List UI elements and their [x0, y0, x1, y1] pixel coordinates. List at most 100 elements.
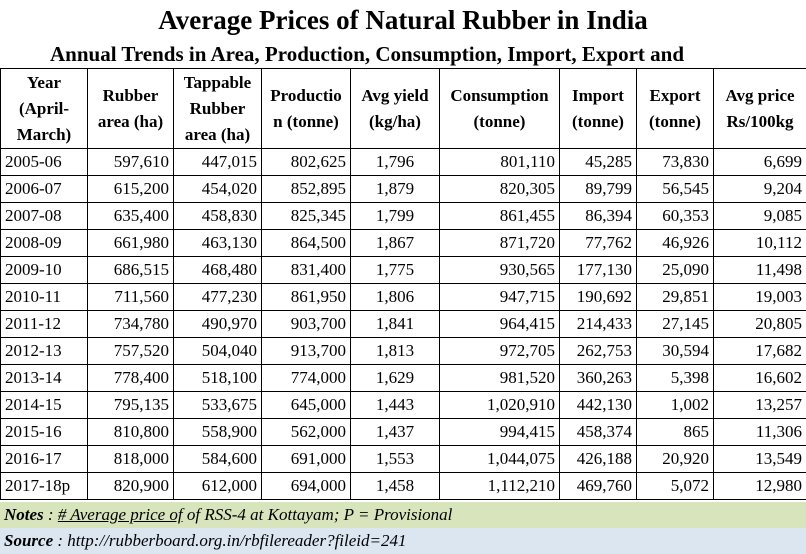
cell-consumption[interactable]: 871,720 [439, 229, 560, 257]
cell-import[interactable]: 190,692 [559, 283, 637, 311]
cell-production[interactable]: 694,000 [261, 472, 351, 500]
cell-export[interactable]: 27,145 [636, 310, 714, 338]
cell-production[interactable]: 691,000 [261, 445, 351, 473]
column-header-consumption[interactable]: Consumption (tonne) [439, 68, 560, 149]
cell-tappable-area[interactable]: 504,040 [173, 337, 262, 365]
cell-production[interactable]: 903,700 [261, 310, 351, 338]
cell-rubber-area[interactable]: 818,000 [87, 445, 174, 473]
cell-avg-yield[interactable]: 1,553 [350, 445, 440, 473]
cell-consumption[interactable]: 981,520 [439, 364, 560, 392]
cell-avg-yield[interactable]: 1,437 [350, 418, 440, 446]
cell-export[interactable]: 25,090 [636, 256, 714, 284]
cell-avg-price[interactable]: 11,306 [713, 418, 806, 446]
cell-tappable-area[interactable]: 463,130 [173, 229, 262, 257]
cell-production[interactable]: 831,400 [261, 256, 351, 284]
cell-import[interactable]: 442,130 [559, 391, 637, 419]
cell-year[interactable]: 2008-09 [0, 229, 88, 257]
cell-import[interactable]: 77,762 [559, 229, 637, 257]
cell-avg-yield[interactable]: 1,879 [350, 175, 440, 203]
cell-avg-price[interactable]: 13,549 [713, 445, 806, 473]
cell-import[interactable]: 177,130 [559, 256, 637, 284]
cell-tappable-area[interactable]: 558,900 [173, 418, 262, 446]
cell-avg-yield[interactable]: 1,443 [350, 391, 440, 419]
cell-import[interactable]: 458,374 [559, 418, 637, 446]
cell-year[interactable]: 2010-11 [0, 283, 88, 311]
cell-year[interactable]: 2005-06 [0, 148, 88, 176]
source-bar[interactable]: Source : http://rubberboard.org.in/rbfil… [0, 528, 806, 554]
cell-year[interactable]: 2006-07 [0, 175, 88, 203]
cell-tappable-area[interactable]: 584,600 [173, 445, 262, 473]
cell-export[interactable]: 5,072 [636, 472, 714, 500]
column-header-import[interactable]: Import (tonne) [559, 68, 637, 149]
cell-consumption[interactable]: 947,715 [439, 283, 560, 311]
cell-production[interactable]: 864,500 [261, 229, 351, 257]
cell-tappable-area[interactable]: 468,480 [173, 256, 262, 284]
cell-rubber-area[interactable]: 795,135 [87, 391, 174, 419]
cell-production[interactable]: 852,895 [261, 175, 351, 203]
cell-year[interactable]: 2017-18p [0, 472, 88, 500]
cell-consumption[interactable]: 930,565 [439, 256, 560, 284]
cell-tappable-area[interactable]: 458,830 [173, 202, 262, 230]
cell-tappable-area[interactable]: 477,230 [173, 283, 262, 311]
cell-avg-price[interactable]: 19,003 [713, 283, 806, 311]
column-header-avg-yield[interactable]: Avg yield (kg/ha) [350, 68, 440, 149]
cell-consumption[interactable]: 1,112,210 [439, 472, 560, 500]
cell-import[interactable]: 45,285 [559, 148, 637, 176]
cell-tappable-area[interactable]: 490,970 [173, 310, 262, 338]
cell-year[interactable]: 2013-14 [0, 364, 88, 392]
cell-rubber-area[interactable]: 778,400 [87, 364, 174, 392]
cell-export[interactable]: 73,830 [636, 148, 714, 176]
cell-consumption[interactable]: 820,305 [439, 175, 560, 203]
cell-year[interactable]: 2011-12 [0, 310, 88, 338]
cell-avg-price[interactable]: 9,085 [713, 202, 806, 230]
cell-import[interactable]: 89,799 [559, 175, 637, 203]
cell-avg-yield[interactable]: 1,806 [350, 283, 440, 311]
cell-production[interactable]: 562,000 [261, 418, 351, 446]
cell-rubber-area[interactable]: 820,900 [87, 472, 174, 500]
cell-tappable-area[interactable]: 612,000 [173, 472, 262, 500]
cell-export[interactable]: 60,353 [636, 202, 714, 230]
cell-rubber-area[interactable]: 810,800 [87, 418, 174, 446]
cell-export[interactable]: 1,002 [636, 391, 714, 419]
cell-avg-yield[interactable]: 1,458 [350, 472, 440, 500]
cell-avg-price[interactable]: 6,699 [713, 148, 806, 176]
cell-avg-price[interactable]: 9,204 [713, 175, 806, 203]
cell-rubber-area[interactable]: 686,515 [87, 256, 174, 284]
cell-production[interactable]: 913,700 [261, 337, 351, 365]
cell-avg-yield[interactable]: 1,799 [350, 202, 440, 230]
cell-year[interactable]: 2014-15 [0, 391, 88, 419]
cell-consumption[interactable]: 1,044,075 [439, 445, 560, 473]
cell-tappable-area[interactable]: 447,015 [173, 148, 262, 176]
cell-rubber-area[interactable]: 757,520 [87, 337, 174, 365]
cell-rubber-area[interactable]: 661,980 [87, 229, 174, 257]
cell-export[interactable]: 46,926 [636, 229, 714, 257]
column-header-avg-price[interactable]: Avg price Rs/100kg [713, 68, 806, 149]
cell-export[interactable]: 865 [636, 418, 714, 446]
cell-export[interactable]: 5,398 [636, 364, 714, 392]
cell-avg-price[interactable]: 16,602 [713, 364, 806, 392]
source-link[interactable]: http://rubberboard.org.in/rbfilereader?f… [67, 531, 407, 550]
cell-import[interactable]: 360,263 [559, 364, 637, 392]
cell-avg-yield[interactable]: 1,867 [350, 229, 440, 257]
cell-consumption[interactable]: 994,415 [439, 418, 560, 446]
cell-import[interactable]: 469,760 [559, 472, 637, 500]
cell-consumption[interactable]: 801,110 [439, 148, 560, 176]
cell-avg-price[interactable]: 12,980 [713, 472, 806, 500]
cell-consumption[interactable]: 972,705 [439, 337, 560, 365]
cell-rubber-area[interactable]: 711,560 [87, 283, 174, 311]
cell-avg-price[interactable]: 10,112 [713, 229, 806, 257]
cell-production[interactable]: 825,345 [261, 202, 351, 230]
cell-avg-yield[interactable]: 1,775 [350, 256, 440, 284]
cell-rubber-area[interactable]: 734,780 [87, 310, 174, 338]
cell-avg-price[interactable]: 17,682 [713, 337, 806, 365]
cell-year[interactable]: 2012-13 [0, 337, 88, 365]
cell-rubber-area[interactable]: 635,400 [87, 202, 174, 230]
cell-year[interactable]: 2007-08 [0, 202, 88, 230]
cell-year[interactable]: 2009-10 [0, 256, 88, 284]
cell-year[interactable]: 2015-16 [0, 418, 88, 446]
cell-import[interactable]: 86,394 [559, 202, 637, 230]
cell-production[interactable]: 645,000 [261, 391, 351, 419]
cell-avg-price[interactable]: 11,498 [713, 256, 806, 284]
cell-tappable-area[interactable]: 518,100 [173, 364, 262, 392]
cell-import[interactable]: 214,433 [559, 310, 637, 338]
